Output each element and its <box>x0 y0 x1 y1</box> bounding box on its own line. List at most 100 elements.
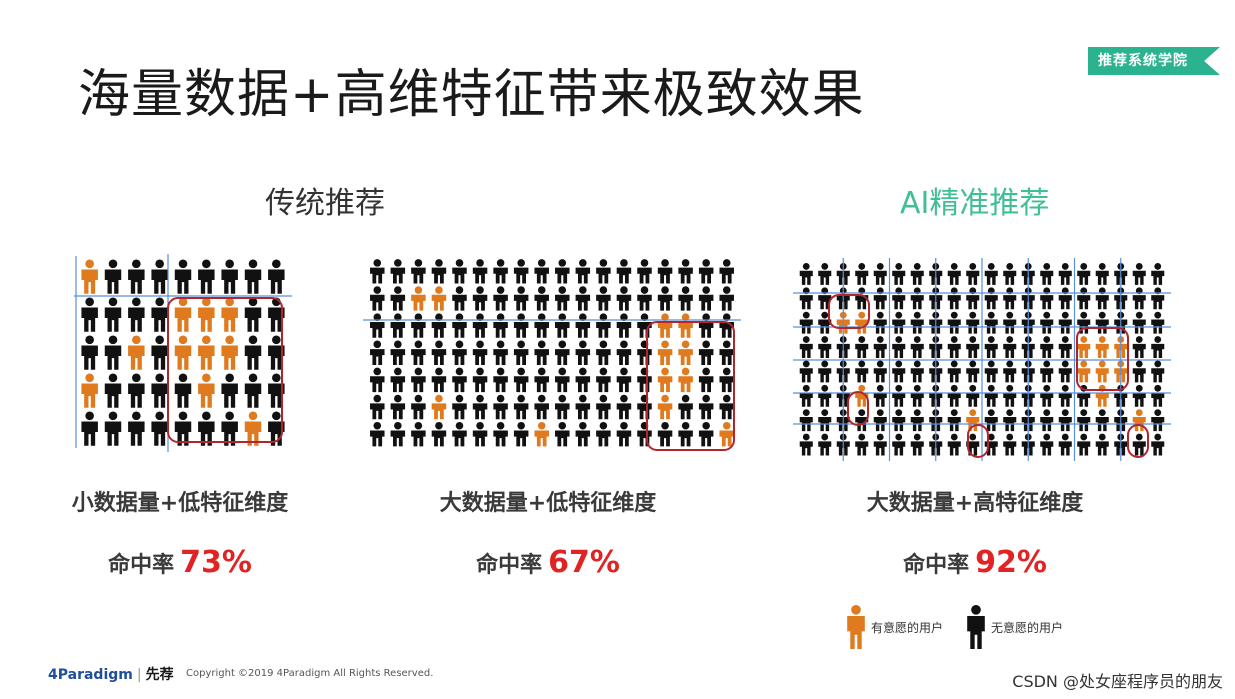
non-target-user-icon <box>637 421 652 447</box>
non-target-user-icon <box>1132 311 1146 334</box>
target-user-icon <box>221 297 238 332</box>
non-target-user-icon <box>1003 409 1017 432</box>
target-user-icon <box>678 313 693 338</box>
non-target-user-icon <box>198 259 215 294</box>
highlight-box <box>1076 327 1129 391</box>
non-target-user-icon <box>555 421 570 447</box>
non-target-user-icon <box>596 367 611 393</box>
non-target-user-icon <box>1058 262 1072 285</box>
non-target-user-icon <box>873 262 887 285</box>
non-target-user-icon <box>513 313 529 338</box>
non-target-user-icon <box>892 311 906 334</box>
non-target-user-icon <box>1003 360 1017 383</box>
non-target-user-icon <box>929 384 943 407</box>
non-target-user-icon <box>698 367 714 393</box>
non-target-user-icon <box>1003 311 1017 334</box>
non-target-user-icon <box>575 340 591 365</box>
target-user-icon <box>221 335 238 370</box>
non-target-user-icon <box>555 340 570 365</box>
non-target-user-icon <box>104 259 122 294</box>
non-target-user-icon <box>1151 336 1165 359</box>
hit-rate-label: 命中率 <box>108 553 175 578</box>
non-target-user-icon <box>678 421 693 447</box>
non-target-user-icon <box>244 259 262 294</box>
page-title: 海量数据+高维特征带来极致效果 <box>78 65 865 125</box>
non-target-user-icon <box>719 286 734 311</box>
non-target-user-icon <box>637 313 652 338</box>
non-target-user-icon <box>493 259 508 284</box>
non-target-user-icon <box>678 394 693 420</box>
non-target-user-icon <box>855 287 869 310</box>
target-user-icon <box>847 605 865 649</box>
non-target-user-icon <box>370 394 385 420</box>
non-target-user-icon <box>799 433 813 456</box>
non-target-user-icon <box>910 287 924 310</box>
logo-text: 4Paradigm <box>48 667 133 683</box>
non-target-user-icon <box>616 367 632 393</box>
target-user-icon <box>431 394 447 420</box>
non-target-user-icon <box>855 433 869 456</box>
non-target-user-icon <box>493 421 508 447</box>
non-target-user-icon <box>719 394 734 420</box>
non-target-user-icon <box>719 259 734 284</box>
non-target-user-icon <box>910 433 924 456</box>
non-target-user-icon <box>534 340 549 365</box>
non-target-user-icon <box>1077 433 1091 456</box>
target-user-icon <box>657 340 673 365</box>
non-target-user-icon <box>719 313 734 338</box>
non-target-user-icon <box>698 340 714 365</box>
non-target-user-icon <box>698 286 714 311</box>
non-target-user-icon <box>1151 409 1165 432</box>
non-target-user-icon <box>799 311 813 334</box>
non-target-user-icon <box>596 286 611 311</box>
target-user-icon <box>1095 384 1109 407</box>
non-target-user-icon <box>836 287 850 310</box>
non-target-user-icon <box>431 421 447 447</box>
target-user-icon <box>411 286 426 311</box>
non-target-user-icon <box>1058 409 1072 432</box>
non-target-user-icon <box>104 335 122 370</box>
non-target-user-icon <box>575 367 591 393</box>
non-target-user-icon <box>836 409 850 432</box>
non-target-user-icon <box>1040 311 1054 334</box>
panel-1-label: 小数据量+低特征维度 <box>71 491 289 516</box>
non-target-user-icon <box>966 384 980 407</box>
non-target-user-icon <box>555 367 570 393</box>
non-target-user-icon <box>452 286 467 311</box>
non-target-user-icon <box>370 259 385 284</box>
non-target-user-icon <box>637 286 652 311</box>
non-target-user-icon <box>1114 311 1128 334</box>
non-target-user-icon <box>513 259 529 284</box>
non-target-user-icon <box>151 411 168 446</box>
non-target-user-icon <box>493 286 508 311</box>
non-target-user-icon <box>411 421 426 447</box>
non-target-user-icon <box>534 367 549 393</box>
target-user-icon <box>657 313 673 338</box>
non-target-user-icon <box>947 287 961 310</box>
non-target-user-icon <box>966 262 980 285</box>
non-target-user-icon <box>452 340 467 365</box>
non-target-user-icon <box>1077 311 1091 334</box>
non-target-user-icon <box>637 367 652 393</box>
non-target-user-icon <box>1077 287 1091 310</box>
target-user-icon <box>1132 409 1146 432</box>
non-target-user-icon <box>575 259 591 284</box>
non-target-user-icon <box>128 411 145 446</box>
non-target-user-icon <box>452 367 467 393</box>
non-target-user-icon <box>390 394 406 420</box>
non-target-user-icon <box>678 286 693 311</box>
non-target-user-icon <box>836 262 850 285</box>
panel-3-label: 大数据量+高特征维度 <box>866 491 1084 516</box>
non-target-user-icon <box>534 313 549 338</box>
non-target-user-icon <box>513 367 529 393</box>
non-target-user-icon <box>575 313 591 338</box>
non-target-user-icon <box>513 286 529 311</box>
non-target-user-icon <box>616 421 632 447</box>
target-user-icon <box>719 421 734 447</box>
non-target-user-icon <box>452 394 467 420</box>
highlight-box <box>828 294 870 329</box>
target-user-icon <box>174 335 192 370</box>
highlight-box <box>646 321 735 451</box>
non-target-user-icon <box>81 411 98 446</box>
non-target-user-icon <box>1132 336 1146 359</box>
